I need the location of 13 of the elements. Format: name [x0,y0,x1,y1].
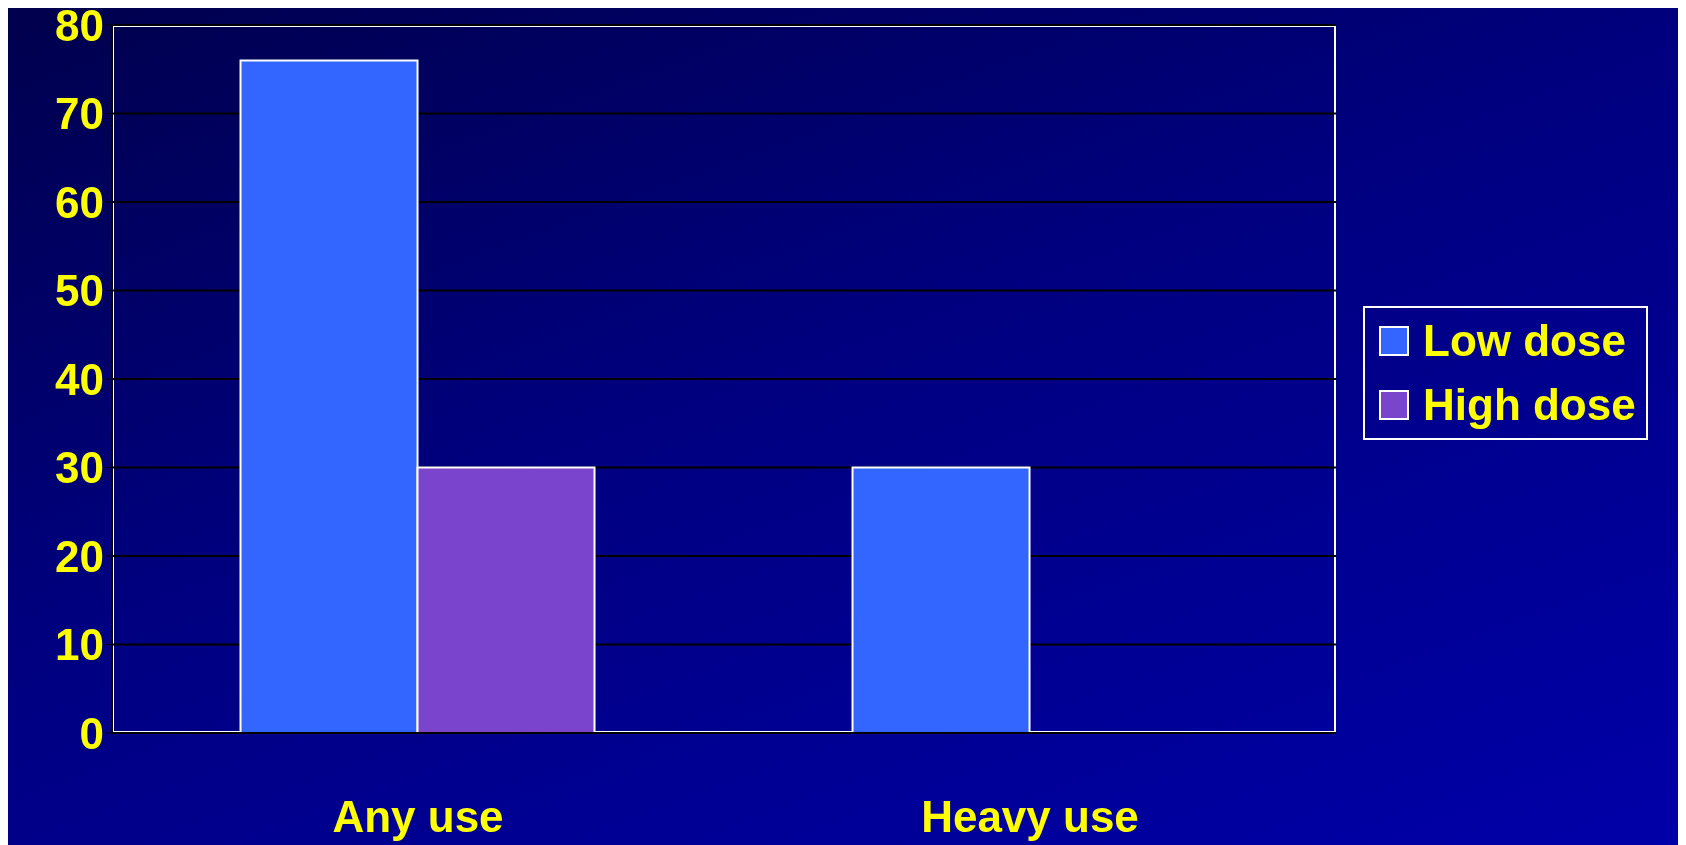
y-tick-label: 30 [55,443,104,493]
y-tick-label: 20 [55,531,104,581]
y-tick-label: 0 [79,708,104,758]
y-tick-label: 10 [55,620,104,670]
legend-label: High dose [1423,380,1636,430]
y-tick-label: 80 [55,0,104,50]
legend-label: Low dose [1423,316,1626,366]
y-tick-label: 70 [55,89,104,139]
y-tick-label: 60 [55,177,104,227]
x-tick-label: Any use [332,792,504,842]
y-tick-label: 50 [55,266,104,316]
x-tick-label: Heavy use [921,792,1139,842]
y-tick-label: 40 [55,354,104,404]
